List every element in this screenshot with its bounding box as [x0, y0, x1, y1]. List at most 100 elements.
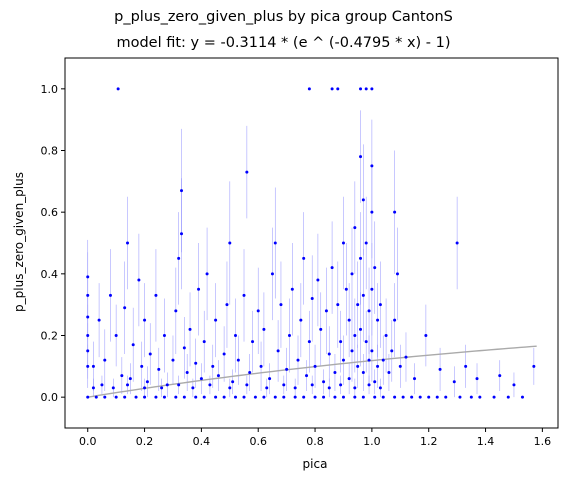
x-tick-label: 1.2: [420, 435, 438, 448]
data-point: [418, 395, 422, 399]
data-point: [197, 287, 201, 291]
data-point: [131, 343, 135, 347]
data-point: [293, 395, 297, 399]
data-point: [293, 386, 297, 390]
data-point: [347, 377, 351, 381]
data-point: [373, 380, 377, 384]
x-tick-label: 1.6: [534, 435, 552, 448]
data-point: [94, 395, 98, 399]
data-point: [208, 383, 212, 387]
data-point: [205, 272, 209, 276]
x-tick-label: 0.2: [136, 435, 154, 448]
data-point: [299, 318, 303, 322]
data-point: [378, 386, 382, 390]
data-point: [97, 318, 101, 322]
data-point: [245, 383, 249, 387]
data-point: [180, 189, 184, 193]
data-point: [182, 395, 186, 399]
data-point: [108, 293, 112, 297]
data-point: [307, 87, 311, 91]
data-point: [279, 303, 283, 307]
data-point: [376, 364, 380, 368]
data-point: [86, 349, 90, 353]
data-point: [148, 352, 152, 356]
data-point: [123, 395, 127, 399]
data-point: [194, 395, 198, 399]
data-point: [86, 395, 90, 399]
data-point: [225, 303, 229, 307]
data-point: [310, 383, 314, 387]
data-point: [157, 367, 161, 371]
data-point: [350, 349, 354, 353]
data-point: [353, 386, 357, 390]
x-tick-label: 0.6: [249, 435, 267, 448]
data-point: [296, 358, 300, 362]
data-point: [512, 383, 516, 387]
data-point: [245, 170, 249, 174]
data-point: [361, 293, 365, 297]
data-point: [123, 306, 127, 310]
data-point: [333, 395, 337, 399]
data-point: [253, 395, 257, 399]
data-point: [126, 241, 130, 245]
data-point: [387, 371, 391, 374]
data-point: [381, 358, 385, 362]
data-point: [202, 395, 206, 399]
data-point: [455, 241, 459, 245]
data-point: [341, 395, 345, 399]
data-point: [180, 232, 184, 236]
data-point: [359, 155, 363, 159]
data-point: [373, 266, 377, 270]
data-point: [154, 293, 158, 297]
data-point: [282, 395, 286, 399]
data-point: [361, 371, 365, 374]
x-tick-label: 1.4: [477, 435, 495, 448]
data-point: [228, 386, 232, 390]
data-point: [214, 318, 218, 322]
data-point: [410, 395, 414, 399]
data-point: [370, 210, 374, 214]
y-tick-label: 0.4: [41, 268, 59, 281]
data-point: [359, 87, 363, 91]
data-point: [91, 386, 95, 390]
data-point: [370, 349, 374, 353]
data-point: [86, 275, 90, 279]
x-axis: 0.0 0.2 0.4 0.6 0.8 1.0 1.2 1.4 1.6: [79, 428, 551, 448]
data-point: [177, 256, 181, 260]
data-point: [259, 364, 263, 368]
data-point: [532, 364, 536, 368]
data-point: [222, 395, 226, 399]
data-point: [330, 266, 334, 270]
data-point: [91, 364, 95, 368]
fit-curve: [87, 345, 537, 398]
data-point: [390, 349, 394, 353]
data-point: [100, 383, 104, 387]
data-point: [341, 241, 345, 245]
data-point: [469, 395, 473, 399]
data-point: [256, 309, 260, 313]
data-point: [251, 340, 255, 344]
data-point: [228, 241, 232, 245]
data-point: [404, 355, 408, 359]
data-point: [458, 395, 462, 399]
data-point: [242, 293, 246, 297]
data-point: [353, 334, 357, 337]
data-point: [171, 358, 175, 362]
data-point: [103, 358, 107, 362]
x-tick-label: 1.0: [363, 435, 381, 448]
data-point: [194, 361, 198, 365]
data-point: [134, 395, 138, 399]
data-point: [393, 210, 397, 214]
data-point: [339, 383, 343, 387]
data-point: [276, 349, 280, 353]
data-point: [395, 272, 399, 276]
data-point: [361, 198, 365, 202]
data-point: [313, 395, 317, 399]
data-point: [361, 395, 365, 399]
data-point: [478, 395, 482, 399]
data-point: [162, 334, 166, 337]
data-point: [188, 327, 192, 331]
data-point: [191, 386, 195, 390]
data-point: [114, 395, 118, 399]
data-point: [86, 364, 90, 368]
